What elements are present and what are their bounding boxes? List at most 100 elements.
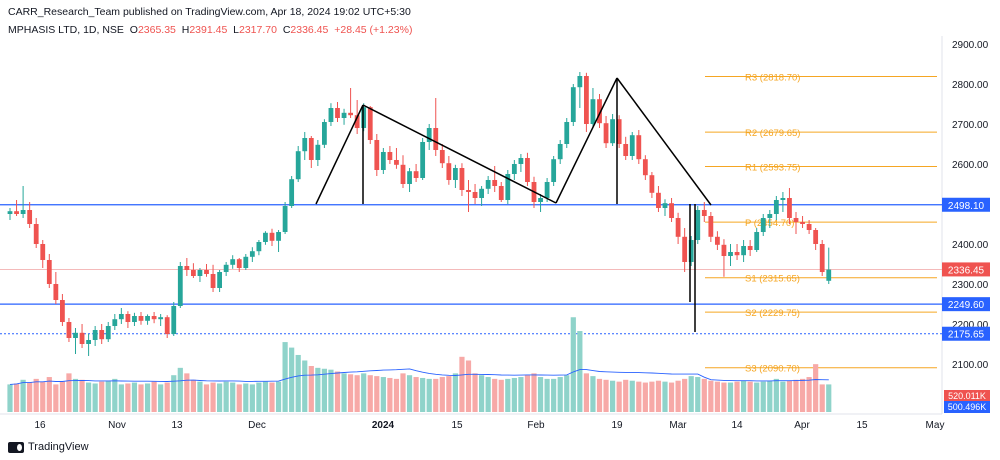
candle-body [400,164,406,184]
volume-bar [799,378,806,412]
volume-bar [603,379,609,412]
candle-body [230,259,236,265]
x-tick-label: 2024 [372,420,395,431]
volume-bar [184,373,190,412]
candle-body [328,108,334,122]
volume-bar [426,378,432,412]
candle-body [741,246,746,256]
candle-body [33,224,39,244]
volume-bar [269,382,275,412]
candle-body [394,160,399,165]
candle-body [570,87,576,122]
level-price-tag [942,326,990,341]
y-tick-label: 2300.00 [952,280,989,291]
volume-bar [472,373,478,412]
volume-bar [819,384,825,412]
volume-bar [177,367,183,412]
x-tick-label: Feb [527,420,545,431]
pivot-label-r1: R1 (2593.75) [745,163,800,174]
candle-body [590,99,596,124]
volume-bar [79,379,85,412]
volume-bar [767,380,773,412]
volume-bar [46,377,52,412]
volume-bar [53,384,59,412]
candle-body [79,332,85,344]
volume-bar [636,381,642,412]
candle-body [348,112,353,116]
candle-body [642,159,648,176]
candle-body [191,270,196,276]
volume-bar [623,379,629,412]
candle-body [7,211,13,214]
level-price-label: 2498.10 [948,201,985,212]
candle-body [728,252,733,256]
x-tick-label: 13 [171,420,183,431]
open-label: O [129,24,138,36]
volume-bar [13,383,20,412]
candle-body [164,317,170,334]
candle-body [485,180,491,189]
volume-bar [675,380,681,412]
candle-body [407,171,412,184]
tradingview-logo[interactable]: TradingView [8,441,89,453]
candle-body [564,122,570,144]
candle-body [466,190,471,192]
candle-body [289,179,295,206]
volume-bar [413,377,419,412]
candle-body [453,168,458,180]
candle-body [773,200,779,214]
change-value: +28.45 (+1.23%) [334,24,413,36]
volume-label: 520.011K [948,391,986,401]
candle-body [151,316,157,320]
low-label: L [233,24,239,36]
volume-bar [59,381,65,412]
candle-body [256,242,262,252]
volume-bar [551,378,557,412]
volume-bar [125,383,131,412]
candle-body [826,269,832,281]
last-price-label: 2336.45 [948,265,985,276]
volume-bar [315,367,321,412]
publisher-line: CARR_Research_Team published on TradingV… [8,6,411,18]
volume-bar [210,382,216,412]
volume-bar [138,384,144,412]
volume-bar [72,378,79,412]
candle-body [439,150,445,164]
volume-bar [492,378,498,412]
volume-bar [328,369,334,412]
volume-bar [92,383,98,412]
candle-body [544,182,550,198]
candle-body [695,210,701,240]
volume-bar [295,354,301,412]
volume-bar [144,383,151,412]
volume-bar [479,375,485,412]
volume-bar [223,381,229,412]
volume-bar [256,382,262,412]
candle-body [505,174,511,200]
volume-bar [682,378,688,412]
volume-bar [151,381,157,412]
volume-bar [760,381,766,412]
volume-bar [642,382,648,412]
candle-body [721,244,727,256]
volume-bar [164,382,170,412]
candle-body [302,138,308,152]
candle-body [99,330,105,340]
volume-bar [341,373,347,412]
candle-body [53,284,59,300]
candle-body [806,224,812,230]
candle-body [73,332,78,338]
volume-bar [610,380,616,412]
candle-body [479,188,484,198]
candle-body [701,210,707,216]
volume-bar [374,376,380,412]
close-label: C [282,24,291,36]
candle-body [538,198,543,202]
candle-body [184,266,190,270]
candle-body [511,164,517,174]
ohlc-line: MPHASIS LTD, 1D, NSE O2365.35 H2391.45 L… [8,24,412,36]
candle-body [60,300,65,322]
candle-body [584,76,589,124]
volume-bar [668,382,675,412]
